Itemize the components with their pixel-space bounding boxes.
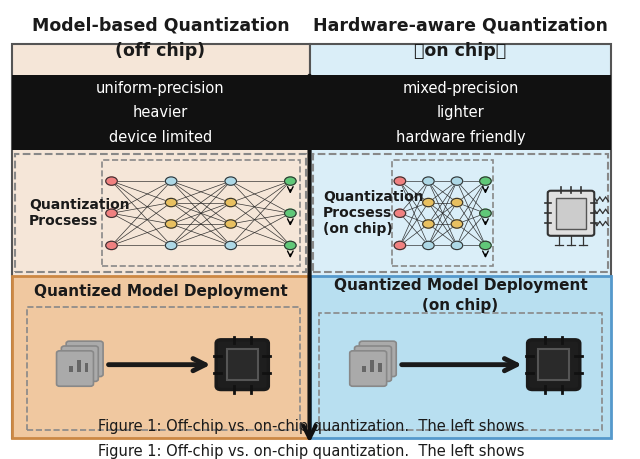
Bar [310,276,611,438]
Bar [12,75,611,151]
Bar [12,276,310,438]
FancyBboxPatch shape [359,341,396,376]
Bar [310,44,611,438]
Circle shape [165,241,177,250]
FancyBboxPatch shape [227,349,258,380]
Text: Quantization
Procsess: Quantization Procsess [29,198,129,229]
Bar [69,366,73,372]
Text: Quantization
Procsess
(on chip): Quantization Procsess (on chip) [323,190,424,236]
Bar [102,160,300,267]
Circle shape [422,241,434,250]
Bar [12,44,310,438]
Circle shape [451,220,463,228]
Bar [319,313,602,430]
Bar [314,154,607,272]
Text: Quantized Model Deployment: Quantized Model Deployment [34,284,287,299]
Circle shape [285,177,296,185]
FancyBboxPatch shape [56,351,93,386]
Bar [84,363,88,372]
FancyBboxPatch shape [538,349,569,380]
Bar [378,363,381,372]
Circle shape [422,177,434,185]
FancyBboxPatch shape [556,198,586,229]
Text: Quantized Model Deployment
(on chip): Quantized Model Deployment (on chip) [333,278,588,313]
Circle shape [451,177,463,185]
Circle shape [106,241,117,250]
Bar [27,307,300,430]
Circle shape [479,209,492,218]
Circle shape [106,177,117,185]
Bar [370,360,374,372]
Circle shape [479,241,492,250]
Circle shape [285,209,296,218]
Circle shape [451,241,463,250]
FancyBboxPatch shape [61,346,99,381]
Bar [77,360,81,372]
Circle shape [225,220,237,228]
FancyBboxPatch shape [66,341,103,376]
Circle shape [451,198,463,207]
Bar [362,366,366,372]
Circle shape [422,220,434,228]
Circle shape [394,209,406,218]
Bar [15,154,306,272]
Text: mixed-precision
lighter
hardware friendly: mixed-precision lighter hardware friendl… [396,80,525,145]
FancyBboxPatch shape [548,191,595,236]
Circle shape [394,177,406,185]
FancyBboxPatch shape [349,351,387,386]
Circle shape [106,209,117,218]
Text: Figure 1: Off-chip vs. on-chip quantization.  The left shows: Figure 1: Off-chip vs. on-chip quantizat… [98,444,525,459]
Circle shape [165,220,177,228]
Circle shape [285,241,296,250]
FancyBboxPatch shape [216,340,268,390]
Circle shape [394,241,406,250]
FancyBboxPatch shape [527,340,580,390]
Bar [392,160,493,267]
Circle shape [422,198,434,207]
FancyBboxPatch shape [355,346,392,381]
Circle shape [225,241,237,250]
Text: Model-based Quantization
(off chip): Model-based Quantization (off chip) [32,17,289,60]
Text: Figure 1: Off-chip vs. on-chip quantization.  The left shows: Figure 1: Off-chip vs. on-chip quantizat… [98,420,525,434]
Text: uniform-precision
heavier
device limited: uniform-precision heavier device limited [96,80,225,145]
Text: Hardware-aware Quantization
（on chip）: Hardware-aware Quantization （on chip） [313,17,608,60]
Circle shape [165,198,177,207]
Circle shape [225,177,237,185]
Circle shape [225,198,237,207]
Circle shape [479,177,492,185]
Circle shape [165,177,177,185]
